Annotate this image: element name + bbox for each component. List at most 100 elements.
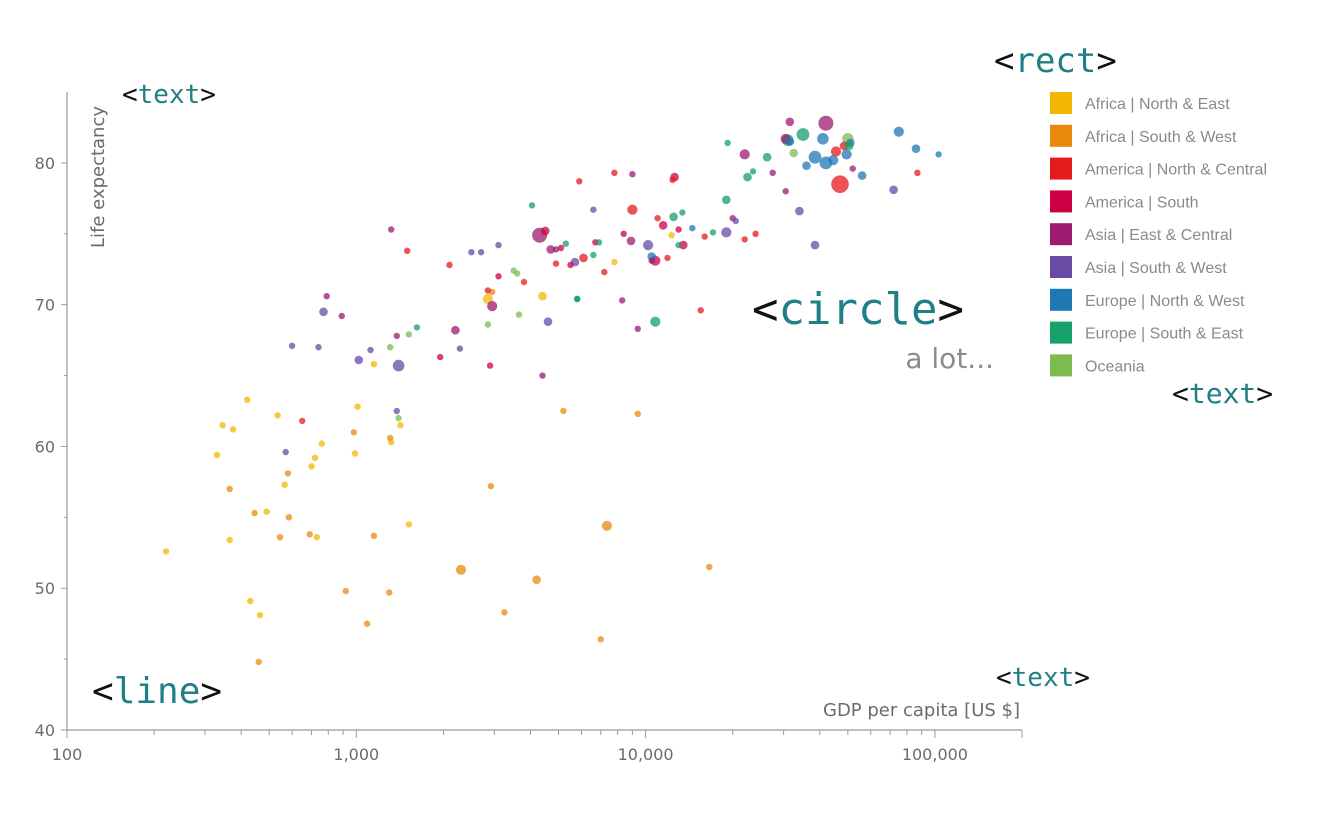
data-point-s1-p4 (285, 514, 293, 521)
data-point-s0-p11 (308, 463, 315, 470)
data-point-s4-p22 (849, 165, 856, 172)
data-point-s1-p16 (532, 575, 541, 584)
data-point-s1-p2 (255, 658, 262, 666)
data-point-s1-p0 (226, 485, 233, 493)
data-point-s0-p4 (226, 536, 233, 544)
data-point-s1-p6 (284, 470, 292, 477)
data-point-s5-p0 (392, 359, 405, 372)
legend: Africa | North & East Africa | South & We… (1050, 92, 1267, 377)
data-point-s4-p16 (546, 245, 555, 254)
data-point-s2-p3 (654, 215, 661, 222)
legend-swatch-2 (1050, 157, 1072, 180)
data-point-s0-p24 (611, 258, 618, 266)
data-point-s0-p12 (311, 454, 319, 461)
data-point-s7-p11 (749, 168, 757, 175)
data-point-s2-p0 (831, 175, 849, 193)
data-point-s6-p1 (817, 133, 829, 145)
data-point-s5-p18 (367, 346, 374, 354)
data-point-s4-p6 (451, 325, 460, 335)
data-point-s7-p4 (709, 229, 717, 236)
data-point-s0-p0 (162, 548, 170, 555)
data-point-s4-p19 (539, 372, 546, 379)
data-point-s0-p19 (405, 521, 413, 528)
data-point-s7-p14 (562, 240, 569, 247)
data-point-s3-p8 (495, 273, 502, 280)
data-point-s2-p9 (552, 260, 560, 267)
data-point-s5-p14 (889, 185, 898, 195)
data-point-s8-p6 (387, 344, 394, 351)
legend-swatch-6 (1050, 288, 1072, 311)
data-point-s2-p8 (520, 278, 528, 286)
data-point-s4-p9 (648, 257, 655, 264)
legend-label-7: Europe | South & East (1085, 326, 1244, 343)
data-point-s2-p20 (299, 417, 306, 425)
legend-label-4: Asia | East & Central (1085, 227, 1232, 244)
points-layer (162, 115, 942, 666)
data-point-s0-p22 (538, 291, 547, 301)
data-point-s5-p4 (468, 249, 475, 256)
data-point-s5-p17 (282, 448, 289, 456)
data-point-s4-p8 (552, 246, 560, 253)
data-point-s1-p8 (350, 429, 357, 436)
tag-rect: <rect> (994, 41, 1117, 81)
legend-swatch-1 (1050, 124, 1072, 147)
data-point-s4-p15 (487, 301, 498, 312)
data-point-s2-p13 (664, 254, 671, 262)
data-point-s1-p5 (306, 531, 313, 538)
legend-swatch-5 (1050, 256, 1072, 278)
y-tick-label-80: 80 (35, 154, 55, 173)
x-tick-label-1000: 1,000 (333, 745, 379, 764)
data-point-s2-p4 (627, 204, 638, 215)
x-tick-label-10000: 10,000 (618, 745, 674, 764)
data-point-s3-p9 (486, 362, 494, 369)
data-point-s2-p19 (404, 247, 411, 254)
data-point-s4-p4 (388, 226, 395, 233)
data-point-s5-p9 (643, 240, 654, 251)
axes-layer (66, 92, 1022, 731)
data-point-s2-p21 (914, 169, 921, 176)
data-point-s1-p11 (386, 589, 393, 596)
data-point-s1-p10 (370, 532, 378, 539)
ticks-layer: 40 50 60 70 80 100 1,000 10,000 100,000 (35, 154, 1023, 764)
data-point-s1-p12 (387, 434, 394, 442)
data-point-s5-p15 (590, 206, 597, 213)
tag-circle: <circle> (752, 284, 964, 335)
data-point-s6-p5 (802, 161, 811, 170)
data-point-s3-p1 (567, 261, 574, 269)
data-point-s7-p7 (762, 152, 772, 162)
data-point-s7-p6 (743, 172, 752, 182)
legend-label-3: America | South (1085, 194, 1199, 211)
data-point-s7-p16 (595, 239, 603, 246)
legend-swatch-0 (1050, 92, 1072, 114)
data-point-s6-p10 (911, 144, 921, 153)
data-point-s1-p7 (342, 587, 349, 595)
data-point-s8-p7 (405, 331, 413, 338)
data-point-s6-p11 (935, 151, 942, 158)
tag-text-legend: <text> (1172, 377, 1273, 410)
legend-label-2: America | North & Central (1085, 162, 1267, 179)
data-point-s8-p5 (515, 311, 523, 318)
data-point-s6-p8 (857, 171, 867, 180)
data-point-s4-p1 (818, 115, 834, 131)
data-point-s4-p5 (634, 325, 641, 332)
legend-label-8: Oceania (1085, 358, 1145, 375)
data-point-s6-p6 (785, 137, 795, 146)
data-point-s0-p2 (219, 422, 226, 429)
data-point-s1-p15 (501, 609, 508, 616)
data-point-s7-p2 (679, 209, 686, 216)
data-point-s4-p17 (323, 293, 330, 300)
data-point-s6-p9 (893, 126, 904, 137)
data-point-s2-p10 (579, 253, 588, 263)
data-point-s7-p0 (650, 316, 661, 327)
data-point-s5-p5 (477, 249, 485, 256)
data-point-s4-p20 (619, 297, 626, 304)
tag-text-xaxis: <text> (996, 663, 1090, 693)
data-point-s7-p10 (724, 139, 731, 147)
y-tick-label-50: 50 (35, 579, 55, 598)
data-point-s5-p2 (319, 307, 328, 317)
tag-text-yaxis: <text> (122, 80, 216, 110)
data-point-s2-p17 (701, 233, 708, 240)
data-point-s8-p4 (514, 270, 521, 277)
y-tick-label-40: 40 (35, 721, 55, 740)
